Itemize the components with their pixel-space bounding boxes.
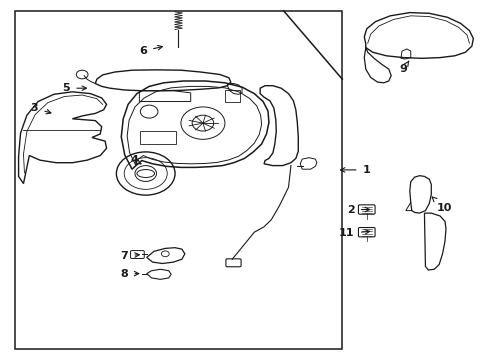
Text: 6: 6 xyxy=(139,45,162,56)
Text: 1: 1 xyxy=(340,165,370,175)
Text: 2: 2 xyxy=(346,204,369,215)
Text: 7: 7 xyxy=(120,251,139,261)
Text: 3: 3 xyxy=(30,103,51,114)
Text: 11: 11 xyxy=(338,228,369,238)
Bar xyxy=(15,11,342,349)
Text: 4: 4 xyxy=(130,155,141,165)
Text: 5: 5 xyxy=(62,83,86,93)
Text: 10: 10 xyxy=(431,197,450,213)
Text: 9: 9 xyxy=(399,61,408,74)
Text: 8: 8 xyxy=(120,269,139,279)
